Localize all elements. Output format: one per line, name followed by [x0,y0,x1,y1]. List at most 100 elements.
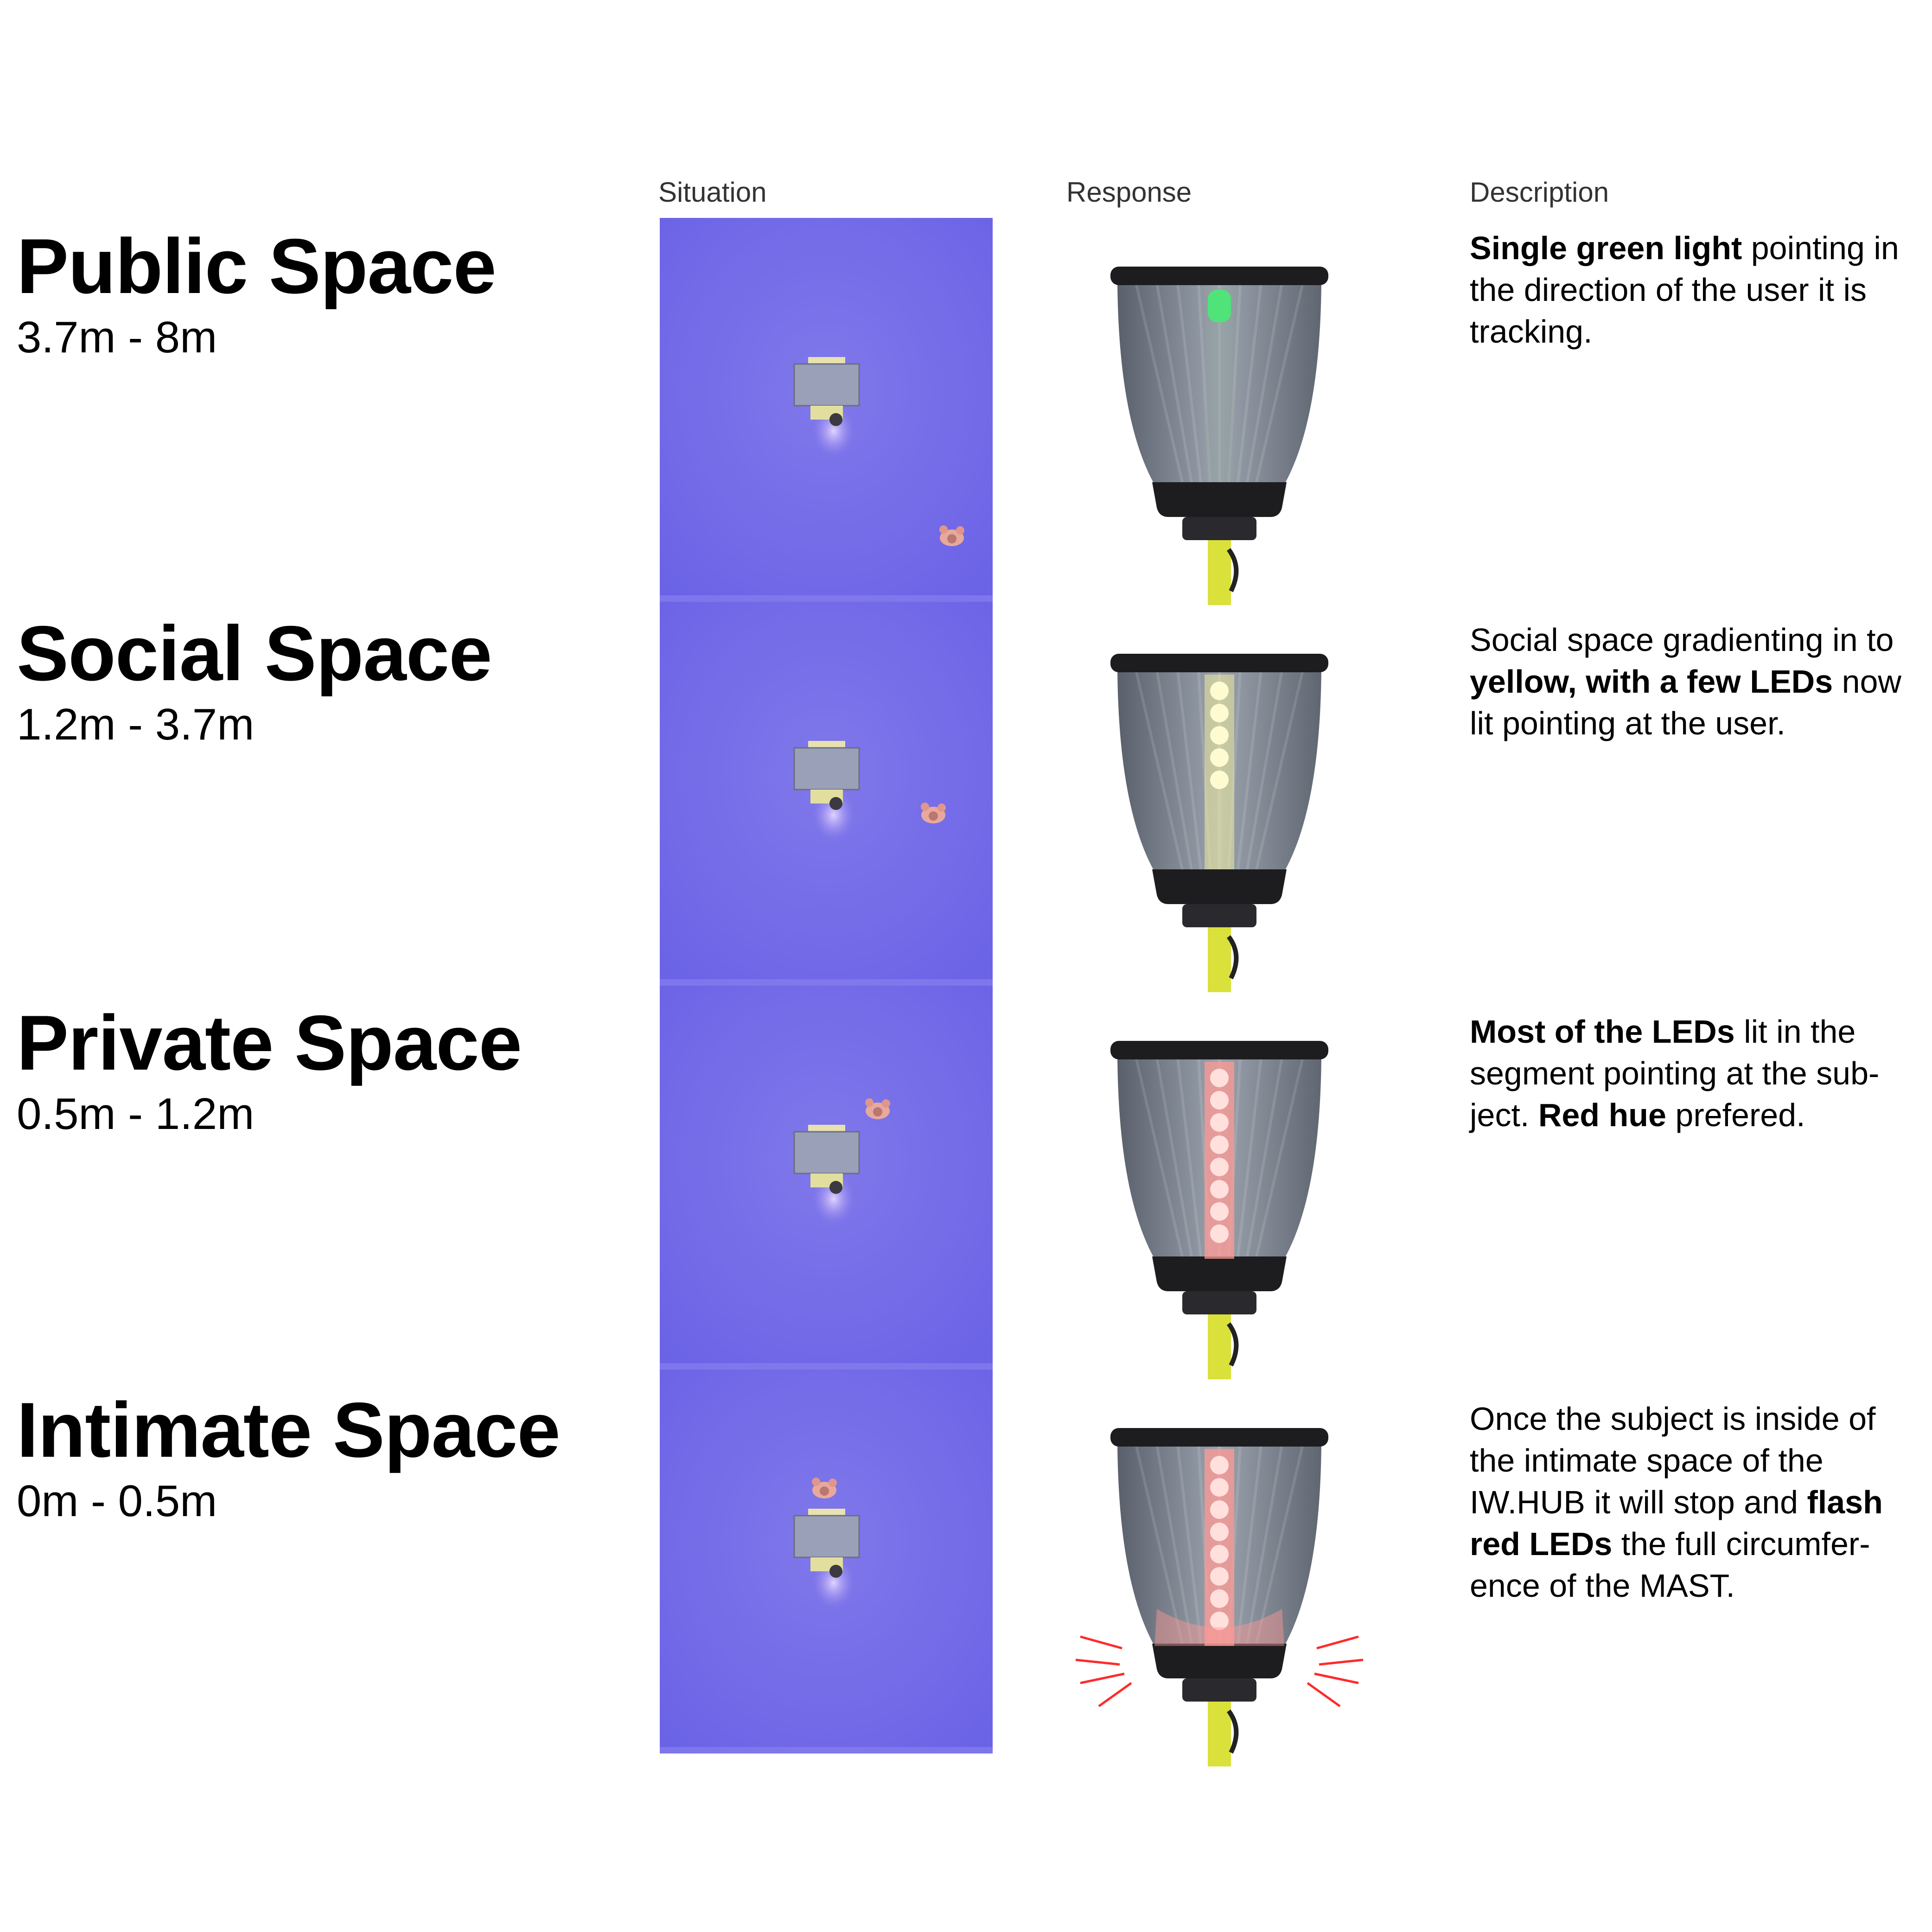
hub-topview [793,1509,860,1608]
shell-rib [1227,282,1242,483]
description-run: flash red LEDs [1470,1484,1883,1562]
zone-range-private: 0.5m - 1.2m [17,1089,255,1139]
response-lamp-public [1066,225,1372,605]
zone-title-public: Public Space [17,223,497,310]
response-lamp-social [1066,612,1372,992]
description-run: pointing in the direction of the user it… [1470,230,1899,350]
zone-range-intimate: 0m - 0.5m [17,1476,217,1526]
hub-topview [793,357,860,457]
led-strip [1205,287,1233,482]
description-run: Most of the LEDs [1470,1014,1735,1050]
description-run: Once the subject is inside of the intima… [1470,1401,1876,1520]
situation-panel-social [660,602,993,986]
situation-strip [660,218,993,1753]
shell-rib [1246,1057,1283,1257]
flash-ray [1307,1682,1341,1708]
shell-rib [1255,282,1304,483]
flash-ray [1080,1635,1122,1650]
shell-rib [1246,1444,1283,1644]
person-hand [937,803,946,812]
led-lit [1210,1135,1229,1154]
shell-rib [1155,1057,1193,1257]
shell-rib [1255,670,1304,870]
person-hand [921,803,929,811]
person-hand [829,1479,837,1487]
led-lit [1210,1158,1229,1176]
shell-rib [1176,670,1202,870]
lamp-illustration [1110,267,1328,605]
description-run: now lit pointing at the user. [1470,663,1901,741]
person-hand [812,1478,820,1486]
hub-mast [829,413,842,426]
led-lit [1210,1113,1229,1132]
hub-mast [829,797,842,810]
led-lit [1208,290,1231,322]
lamp-rim [1110,654,1328,672]
floor-seam [660,979,993,986]
hub-panel [793,747,860,791]
flash-ray [1319,1658,1364,1666]
lamp-illustration [1075,1428,1364,1766]
led-lit [1210,704,1229,722]
shell-rib [1237,1444,1262,1644]
shell-rib [1135,1444,1184,1644]
description-run: Red hue [1538,1097,1666,1133]
shell-rib [1237,670,1262,870]
led-lit [1210,1069,1229,1087]
lamp-shell [1117,281,1321,485]
lamp-base [1152,869,1287,904]
person-head [873,1107,882,1116]
zone-title-intimate: Intimate Space [17,1386,561,1473]
led-lit [1210,1202,1229,1221]
shell-rib [1176,1444,1202,1644]
person-head [929,811,938,821]
lamp-base [1152,1644,1287,1678]
shell-rib [1135,282,1184,483]
cable [1226,548,1239,593]
shell-rib [1237,1057,1262,1257]
zone-title-social: Social Space [17,610,492,697]
led-ring-glow [1154,1609,1284,1646]
situation-panel-private [660,986,993,1370]
lamp-rim [1110,267,1328,285]
hub-panel [793,363,860,407]
shell-rib [1255,1444,1304,1644]
response-lamp-private [1066,999,1372,1379]
cable [1226,935,1239,980]
zone-range-social: 1.2m - 3.7m [17,700,255,749]
flash-ray [1314,1672,1359,1684]
zone-description-social: Social space gradienting in to yellow, w… [1470,619,1924,744]
lamp-rim [1110,1041,1328,1059]
lamp-base [1152,1256,1287,1291]
lamp-collar [1182,517,1256,540]
person-hand [865,1098,874,1107]
flash-ray [1075,1658,1120,1666]
mast-pole [1208,1314,1231,1379]
led-lit [1210,748,1229,767]
zone-description-intimate: Once the subject is inside of the intima… [1470,1398,1924,1607]
hub-panel [793,1515,860,1558]
column-header-response: Response [1066,177,1192,208]
lamp-illustration [1110,654,1328,992]
description-run: Single green light [1470,230,1742,266]
floor-seam [660,595,993,602]
led-lit [1210,726,1229,745]
cable [1226,1322,1239,1367]
led-strip [1205,1062,1234,1259]
hub-mast [829,1181,842,1194]
description-run: lit in the segment pointing at the sub-j… [1470,1014,1880,1133]
led-lit [1210,1091,1229,1109]
flash-ray [1080,1672,1125,1684]
shell-rib [1197,282,1211,483]
person-head [820,1486,829,1496]
led-lit [1210,1456,1229,1474]
description-run: yellow, with a few LEDs [1470,663,1833,700]
column-header-description: Description [1470,177,1609,208]
lamp-rim [1110,1428,1328,1447]
situation-render [660,218,993,602]
hub-panel [793,1131,860,1174]
shell-rib [1155,670,1193,870]
mast-pole [1208,540,1231,605]
led-lit [1210,1478,1229,1497]
person-marker [865,1098,890,1119]
